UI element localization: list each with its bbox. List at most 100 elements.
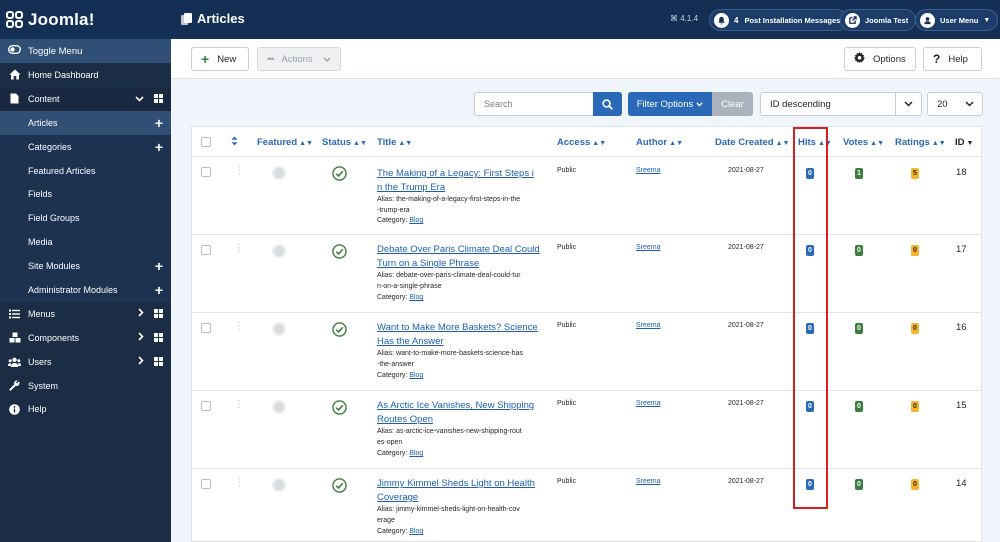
- bell-icon: [714, 12, 729, 28]
- article-title-link[interactable]: Debate Over Paris Climate Deal Could Turn…: [377, 244, 540, 269]
- column-id[interactable]: ID ▼: [955, 137, 974, 148]
- chevron-right-icon[interactable]: [138, 308, 144, 319]
- new-button[interactable]: + New: [191, 47, 249, 71]
- sidebar-item-categories[interactable]: Categories +: [0, 135, 171, 159]
- sidebar-item-media[interactable]: Media: [0, 230, 171, 254]
- sidebar-item-help[interactable]: Help: [0, 397, 171, 421]
- featured-toggle-icon[interactable]: [272, 322, 286, 336]
- published-check-icon[interactable]: [332, 244, 347, 259]
- row-checkbox[interactable]: [201, 245, 211, 255]
- column-date-created[interactable]: Date Created ▲▼: [715, 137, 790, 148]
- sidebar-item-administrator-modules[interactable]: Administrator Modules +: [0, 278, 171, 302]
- author-link[interactable]: Sreema: [636, 244, 661, 251]
- sidebar-item-site-modules[interactable]: Site Modules +: [0, 254, 171, 278]
- chevron-right-icon[interactable]: [138, 332, 144, 343]
- article-id: 14: [956, 478, 967, 489]
- user-menu-button[interactable]: User Menu ▼: [915, 9, 999, 31]
- search-input[interactable]: Search: [474, 92, 594, 116]
- author-link[interactable]: Sreema: [636, 322, 661, 329]
- column-author[interactable]: Author ▲▼: [636, 137, 683, 148]
- dashboard-grid-icon[interactable]: [154, 333, 163, 343]
- chevron-down-icon[interactable]: [135, 94, 144, 104]
- logo-text: Joomla!: [28, 10, 95, 29]
- toggle-menu-button[interactable]: Toggle Menu: [0, 39, 171, 63]
- row-checkbox[interactable]: [201, 323, 211, 333]
- article-title-link[interactable]: Want to Make More Baskets? Science Has th…: [377, 322, 538, 347]
- published-check-icon[interactable]: [332, 322, 347, 337]
- drag-handle-icon[interactable]: ⋮: [234, 399, 244, 410]
- author-link[interactable]: Sreema: [636, 400, 661, 407]
- user-icon: [920, 12, 935, 28]
- row-checkbox[interactable]: [201, 167, 211, 177]
- dashboard-grid-icon[interactable]: [154, 309, 163, 319]
- clear-button[interactable]: Clear: [712, 92, 753, 116]
- featured-toggle-icon[interactable]: [272, 166, 286, 180]
- category-link[interactable]: Blog: [409, 294, 424, 301]
- published-check-icon[interactable]: [332, 400, 347, 415]
- category-link[interactable]: Blog: [409, 528, 424, 535]
- plus-icon[interactable]: +: [154, 138, 163, 155]
- options-button[interactable]: Options: [844, 47, 916, 71]
- row-checkbox[interactable]: [201, 479, 211, 489]
- column-status[interactable]: Status ▲▼: [322, 137, 367, 148]
- ordering-select[interactable]: ID descending: [760, 92, 922, 116]
- category-link[interactable]: Blog: [409, 217, 424, 224]
- sidebar-item-system[interactable]: System: [0, 374, 171, 398]
- published-check-icon[interactable]: [332, 478, 347, 493]
- plus-icon[interactable]: +: [154, 281, 163, 298]
- published-check-icon[interactable]: [332, 166, 347, 181]
- category-link[interactable]: Blog: [409, 372, 424, 379]
- chevron-right-icon[interactable]: [138, 356, 144, 367]
- filter-options-button[interactable]: Filter Options: [628, 92, 712, 116]
- post-installation-messages-button[interactable]: 4 Post Installation Messages: [709, 9, 849, 31]
- sidebar-item-featured-articles[interactable]: Featured Articles: [0, 159, 171, 183]
- drag-handle-icon[interactable]: ⋮: [234, 165, 244, 176]
- search-button[interactable]: [593, 92, 622, 116]
- column-ratings[interactable]: Ratings ▲▼: [895, 137, 946, 148]
- votes-badge: 0: [855, 323, 863, 334]
- column-votes[interactable]: Votes ▲▼: [843, 137, 885, 148]
- featured-toggle-icon[interactable]: [272, 400, 286, 414]
- plus-icon[interactable]: +: [154, 258, 163, 275]
- sidebar-item-fields[interactable]: Fields: [0, 182, 171, 206]
- author-link[interactable]: Sreema: [636, 478, 661, 485]
- featured-toggle-icon[interactable]: [272, 244, 286, 258]
- category-link[interactable]: Blog: [409, 450, 424, 457]
- sidebar-item-field-groups[interactable]: Field Groups: [0, 206, 171, 230]
- sidebar-item-users[interactable]: Users: [0, 350, 171, 374]
- author-link[interactable]: Sreema: [636, 167, 661, 174]
- article-category: Category: Blog: [377, 528, 424, 535]
- site-name: Joomla Test: [865, 15, 909, 25]
- column-access[interactable]: Access ▲▼: [557, 137, 607, 148]
- view-site-button[interactable]: Joomla Test: [840, 9, 917, 31]
- featured-toggle-icon[interactable]: [272, 478, 286, 492]
- column-title[interactable]: Title ▲▼: [377, 137, 413, 148]
- article-title-link[interactable]: As Arctic Ice Vanishes, New Shipping Rout…: [377, 400, 535, 425]
- drag-handle-icon[interactable]: ⋮: [234, 477, 244, 488]
- sidebar-item-label: Help: [28, 404, 47, 415]
- drag-handle-icon[interactable]: ⋮: [234, 321, 244, 332]
- dashboard-grid-icon[interactable]: [154, 357, 163, 367]
- row-checkbox[interactable]: [201, 401, 211, 411]
- column-featured[interactable]: Featured ▲▼: [257, 137, 313, 148]
- article-title-link[interactable]: Jimmy Kimmel Sheds Light on Health Covera…: [377, 478, 535, 503]
- select-all-checkbox[interactable]: [201, 137, 211, 147]
- sidebar-item-articles[interactable]: Articles +: [0, 110, 171, 135]
- drag-handle-icon[interactable]: ⋮: [234, 243, 244, 254]
- sidebar-item-menus[interactable]: Menus: [0, 302, 171, 326]
- ordering-sort-icon[interactable]: [231, 136, 238, 149]
- dashboard-grid-icon[interactable]: [154, 94, 163, 104]
- post-installation-label: Post Installation Messages: [744, 15, 841, 25]
- votes-badge: 1: [855, 168, 863, 179]
- list-limit-select[interactable]: 20: [927, 92, 983, 116]
- plus-icon[interactable]: +: [154, 114, 163, 131]
- sidebar-item-components[interactable]: Components: [0, 326, 171, 350]
- help-button[interactable]: ? Help: [923, 47, 982, 71]
- sidebar-item-content[interactable]: Content: [0, 86, 171, 111]
- actions-dropdown[interactable]: ••• Actions: [257, 47, 341, 71]
- ordering-value: ID descending: [770, 98, 831, 110]
- column-hits[interactable]: Hits ▲▼: [798, 137, 832, 148]
- joomla-logo[interactable]: Joomla!: [6, 8, 95, 32]
- sidebar-item-home-dashboard[interactable]: Home Dashboard: [0, 63, 171, 87]
